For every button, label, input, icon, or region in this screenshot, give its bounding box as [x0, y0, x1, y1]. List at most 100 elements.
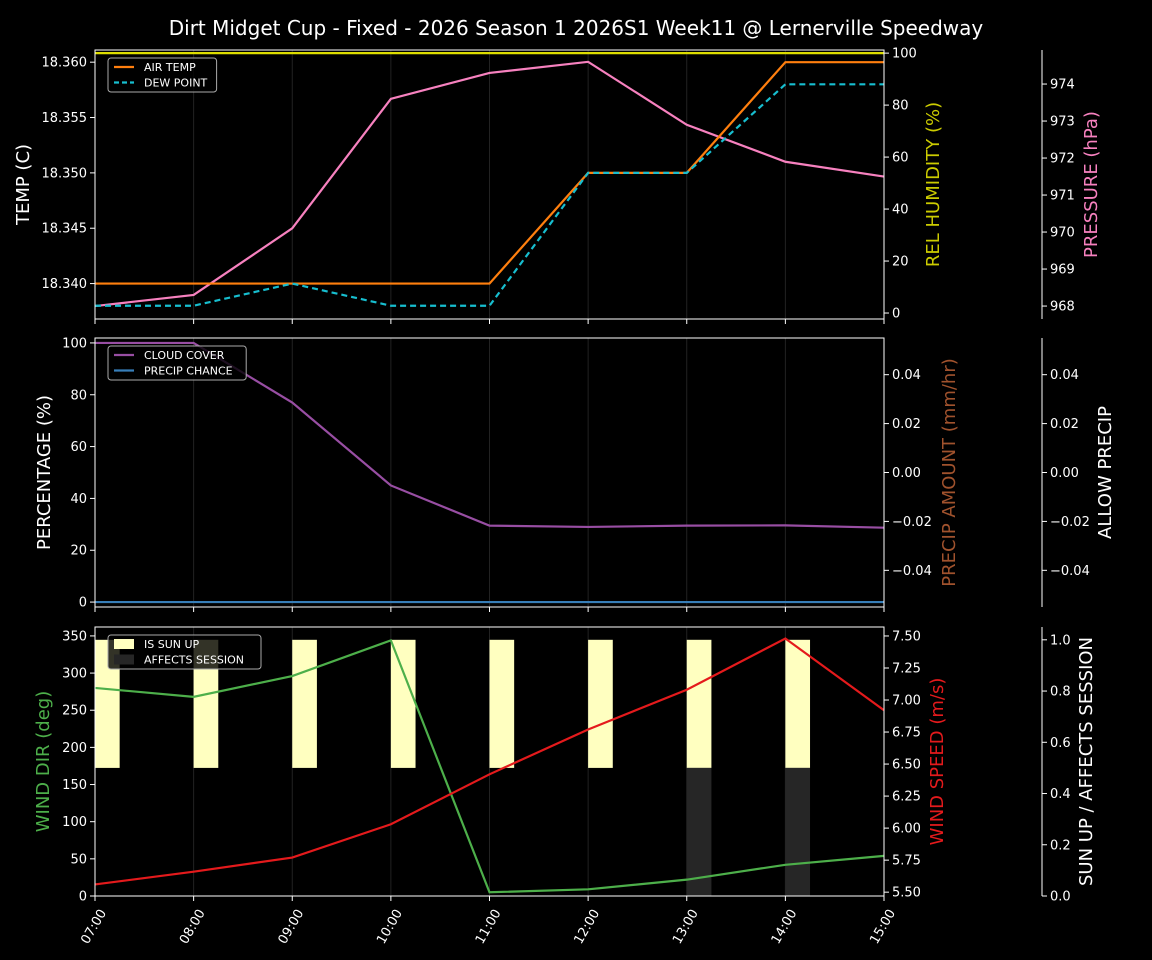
- x-tick-label: 11:00: [473, 907, 505, 947]
- y-tick-label: 20: [70, 544, 87, 559]
- y-tick-label: 973: [1050, 115, 1075, 130]
- y-tick-label: 969: [1050, 263, 1075, 278]
- y-tick-label: 40: [70, 492, 87, 507]
- legend-label: CLOUD COVER: [144, 349, 225, 362]
- y-tick-label: 0.00: [1050, 466, 1079, 481]
- y-tick-label: 100: [62, 815, 87, 830]
- y-tick-label: 0.04: [892, 368, 921, 383]
- y-tick-label: 0: [892, 307, 900, 322]
- y-tick-label: 100: [62, 336, 87, 351]
- y-tick-label: 0.0: [1050, 890, 1071, 905]
- axis-label: WIND DIR (deg): [33, 691, 54, 833]
- y-tick-label: 5.75: [892, 854, 921, 869]
- legend-label: DEW POINT: [144, 77, 208, 90]
- legend: IS SUN UP AFFECTS SESSION: [107, 634, 262, 670]
- legend: CLOUD COVER PRECIP CHANCE: [107, 345, 247, 381]
- legend: AIR TEMP DEW POINT: [107, 57, 218, 93]
- x-tick-label: 13:00: [670, 907, 702, 947]
- legend-box: [107, 57, 218, 93]
- legend-label: PRECIP CHANCE: [144, 365, 233, 378]
- y-tick-label: 968: [1050, 300, 1075, 315]
- legend-box: [107, 345, 247, 381]
- x-tick-label: 09:00: [276, 907, 308, 947]
- y-tick-label: 0.04: [1050, 368, 1079, 383]
- y-tick-label: 80: [70, 388, 87, 403]
- y-tick-label: −0.04: [1050, 564, 1090, 579]
- legend-label: IS SUN UP: [144, 638, 200, 651]
- y-tick-label: 1.0: [1050, 633, 1071, 648]
- y-tick-label: 350: [62, 629, 87, 644]
- x-tick-label: 12:00: [571, 907, 603, 947]
- bar-is-sun-up: [489, 639, 515, 768]
- y-tick-label: 18.360: [42, 56, 88, 71]
- y-tick-label: 6.00: [892, 822, 921, 837]
- legend-swatch: [114, 639, 134, 649]
- y-tick-label: 150: [62, 778, 87, 793]
- x-tick-label: 14:00: [769, 907, 801, 947]
- y-tick-label: 18.345: [42, 222, 88, 237]
- y-tick-label: 970: [1050, 226, 1075, 241]
- x-tick-label: 08:00: [177, 907, 209, 947]
- legend-swatch: [114, 654, 134, 665]
- y-tick-label: 7.50: [892, 629, 921, 644]
- y-tick-label: 0: [79, 596, 87, 611]
- series-wind-speed: [94, 637, 885, 886]
- y-tick-label: 18.340: [42, 277, 88, 292]
- y-tick-label: 6.50: [892, 758, 921, 773]
- y-tick-label: 250: [62, 704, 87, 719]
- y-tick-label: 971: [1050, 189, 1075, 204]
- axis-label: WIND SPEED (m/s): [927, 678, 948, 846]
- y-tick-label: 0.02: [892, 417, 921, 432]
- axis-label: SUN UP / AFFECTS SESSION: [1076, 637, 1097, 886]
- series-dew-point: [95, 83, 884, 307]
- y-tick-label: 7.25: [892, 661, 921, 676]
- axis-label: TEMP (C): [13, 144, 34, 226]
- y-tick-label: 18.355: [42, 111, 88, 126]
- y-tick-label: 0.02: [1050, 417, 1079, 432]
- y-tick-label: 300: [62, 667, 87, 682]
- y-tick-label: 5.50: [892, 886, 921, 901]
- y-tick-label: 0.8: [1050, 685, 1071, 700]
- bar-is-sun-up: [390, 639, 416, 768]
- axis-label: ALLOW PRECIP: [1095, 406, 1116, 539]
- y-tick-label: 20: [892, 255, 909, 270]
- y-tick-label: 60: [70, 440, 87, 455]
- x-tick-label: 07:00: [78, 907, 110, 947]
- series-pressure: [94, 60, 885, 308]
- bar-affects-session: [785, 767, 811, 896]
- legend-label: AFFECTS SESSION: [144, 654, 244, 667]
- y-tick-label: 80: [892, 99, 909, 114]
- chart-title: Dirt Midget Cup - Fixed - 2026 Season 1 …: [169, 16, 984, 40]
- bar-is-sun-up: [785, 639, 811, 768]
- x-tick-label: 15:00: [867, 907, 899, 947]
- panel-1: 0 20 40 60 80 100 PERCENTAGE (%) −0.04 −0.02 0.00…: [34, 336, 1116, 612]
- y-tick-label: 200: [62, 741, 87, 756]
- y-tick-label: 60: [892, 151, 909, 166]
- series-air-temp: [95, 61, 884, 285]
- y-tick-label: 0.00: [892, 466, 921, 481]
- x-tick-label: 10:00: [374, 907, 406, 947]
- axis-label: PRESSURE (hPa): [1081, 111, 1102, 258]
- y-tick-label: 972: [1050, 152, 1075, 167]
- axis-label: REL HUMIDITY (%): [923, 102, 944, 267]
- axis-label: PRECIP AMOUNT (mm/hr): [939, 358, 960, 587]
- y-tick-label: 6.25: [892, 790, 921, 805]
- y-tick-label: −0.02: [892, 515, 932, 530]
- y-tick-label: 100: [892, 47, 917, 62]
- series-wind-dir: [94, 638, 885, 894]
- y-tick-label: 0: [79, 890, 87, 905]
- y-tick-label: 6.75: [892, 726, 921, 741]
- panel-2: 0 50 100 150 200 250 300 350 WIND DIR (deg) 5.50 5…: [33, 626, 1097, 947]
- y-tick-label: 40: [892, 203, 909, 218]
- y-tick-label: 7.00: [892, 694, 921, 709]
- panel-0: 18.340 18.345 18.350 18.355 18.360 TEMP (C) 0 2…: [13, 47, 1102, 324]
- bar-is-sun-up: [588, 639, 613, 768]
- y-tick-label: 974: [1050, 78, 1075, 93]
- y-tick-label: −0.02: [1050, 515, 1090, 530]
- legend-label: AIR TEMP: [144, 61, 196, 74]
- y-tick-label: 18.350: [42, 166, 88, 181]
- bar-affects-session: [686, 767, 712, 896]
- y-tick-label: 0.6: [1050, 736, 1071, 751]
- y-tick-label: 50: [70, 852, 87, 867]
